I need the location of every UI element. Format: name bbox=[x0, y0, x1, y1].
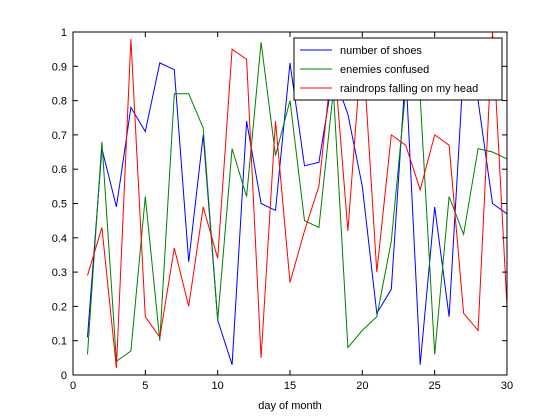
series-layer bbox=[87, 31, 508, 369]
y-tick-label: 0.8 bbox=[52, 96, 67, 108]
legend-label-2: enemies confused bbox=[340, 64, 429, 76]
y-tick-label: 0.1 bbox=[52, 336, 67, 348]
x-tick-label: 5 bbox=[142, 380, 148, 392]
y-tick-label: 0.6 bbox=[52, 164, 67, 176]
x-axis-label: day of month bbox=[258, 400, 322, 412]
x-tick-label: 25 bbox=[429, 380, 441, 392]
y-tick-label: 0.9 bbox=[52, 61, 67, 73]
x-tick-label: 0 bbox=[70, 380, 76, 392]
series-line-3 bbox=[87, 31, 508, 369]
x-tick-label: 20 bbox=[356, 380, 368, 392]
y-tick-label: 0.4 bbox=[52, 233, 67, 245]
legend-label-1: number of shoes bbox=[340, 45, 422, 57]
y-tick-label: 0 bbox=[61, 370, 67, 382]
x-tick-label: 10 bbox=[212, 380, 224, 392]
x-tick-label: 15 bbox=[284, 380, 296, 392]
series-line-2 bbox=[87, 42, 508, 363]
y-tick-label: 1 bbox=[61, 27, 67, 39]
legend-label-3: raindrops falling on my head bbox=[340, 83, 478, 95]
y-tick-label: 0.3 bbox=[52, 267, 67, 279]
y-tick-label: 0.2 bbox=[52, 301, 67, 313]
legend: number of shoes enemies confused raindrops… bbox=[293, 37, 503, 101]
series-line-1 bbox=[87, 62, 508, 365]
y-tick-label: 0.7 bbox=[52, 130, 67, 142]
axis-ticks: 0 5 10 15 20 25 30 0 0.1 0.2 0.3 0.4 0.5 0.6 0.7 0.8 0.9… bbox=[52, 27, 513, 392]
y-tick-label: 0.5 bbox=[52, 199, 67, 211]
x-tick-label: 30 bbox=[501, 380, 513, 392]
